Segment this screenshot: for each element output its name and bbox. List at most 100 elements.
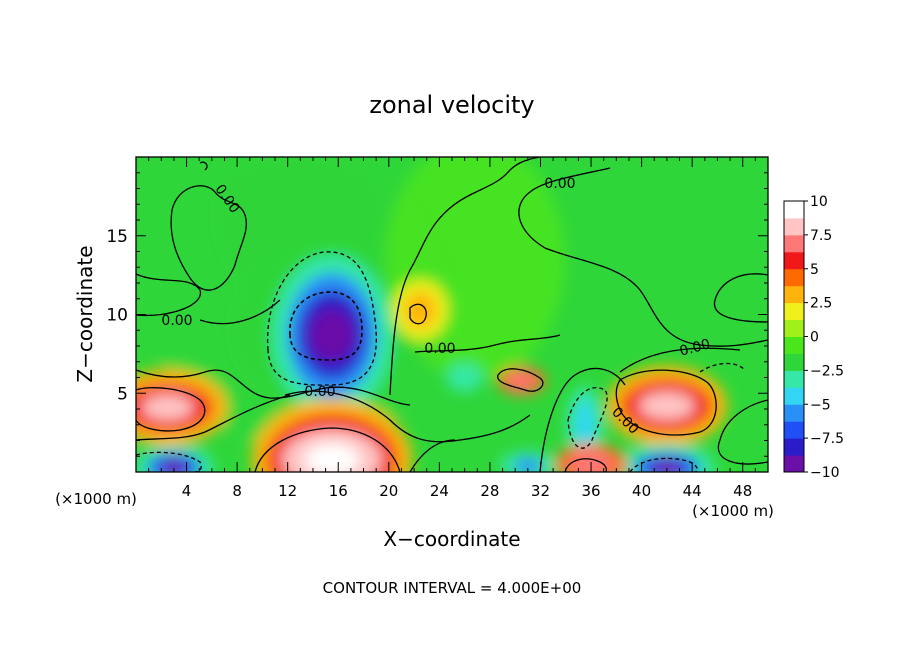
contour-dashed-line — [266, 251, 377, 386]
colorbar-labels: 10 7.5 5 2.5 0 −2.5 −5 −7.5 −10 — [804, 194, 844, 481]
contour-zero-line — [136, 394, 291, 441]
x-tick-label: 8 — [232, 482, 242, 500]
x-tick-label: 36 — [581, 482, 600, 500]
field-feature — [513, 457, 542, 472]
contour-labels: 0.000.000.000.000.000.000.00 — [161, 176, 712, 438]
colorbar-swatch — [784, 234, 804, 253]
colorbar-label: 0 — [810, 330, 819, 346]
colorbar-label: 5 — [810, 262, 819, 278]
field-feature — [161, 459, 186, 472]
contour-lines — [136, 157, 768, 472]
velocity-field — [136, 157, 727, 472]
colorbar-label: −10 — [810, 465, 840, 481]
contour-zero-line — [414, 334, 561, 353]
colorbar-label: 10 — [810, 194, 828, 210]
contour-label: 0.00 — [424, 341, 455, 357]
colorbar-swatch — [784, 438, 804, 456]
contour-zero-line — [564, 458, 608, 472]
contour-zero-line — [409, 439, 456, 472]
x-tick-labels: 4 8 12 16 20 24 28 32 36 40 44 48 — [182, 482, 752, 500]
contour-zero-line — [284, 390, 531, 443]
field-region — [385, 157, 565, 380]
contour-zero-line — [389, 157, 541, 396]
x-tick-label: 44 — [683, 482, 702, 500]
colorbar-label: 2.5 — [810, 296, 832, 312]
contour-dashed-line — [629, 457, 699, 472]
x-unit-note-right: (×1000 m) — [692, 502, 774, 520]
contour-zero-line — [199, 299, 281, 325]
field-feature — [574, 400, 595, 449]
colorbar-swatch — [784, 268, 804, 287]
contour-zero-line — [136, 273, 201, 317]
colorbar-swatch — [784, 201, 804, 219]
colorbar-label: −2.5 — [810, 363, 844, 379]
contour-zero-line — [619, 347, 741, 373]
colorbar-swatch — [784, 353, 804, 371]
contour-zero-line — [615, 369, 717, 436]
x-tick-label: 12 — [278, 482, 297, 500]
contour-zero-line — [170, 185, 247, 291]
x-tick-label: 24 — [430, 482, 449, 500]
contour-zero-line — [254, 427, 401, 472]
colorbar-label: −7.5 — [810, 431, 844, 447]
y-tick-labels: 5 10 15 — [106, 227, 128, 405]
y-tick-label: 10 — [106, 306, 128, 326]
colorbar-swatch — [784, 285, 804, 304]
chart-title: zonal velocity — [369, 91, 534, 119]
x-tick-label: 40 — [632, 482, 651, 500]
contour-interval-note: CONTOUR INTERVAL = 4.000E+00 — [323, 579, 582, 597]
field-feature — [638, 391, 695, 420]
colorbar-label: 7.5 — [810, 228, 832, 244]
contour-dashed-line — [136, 451, 202, 472]
x-tick-label: 32 — [531, 482, 550, 500]
colorbar: 10 7.5 5 2.5 0 −2.5 −5 −7.5 −10 — [783, 194, 844, 481]
colorbar-swatches — [784, 201, 804, 473]
field-feature — [650, 459, 683, 472]
y-tick-label: 15 — [106, 227, 128, 247]
field-feature — [303, 443, 360, 472]
field-feature — [404, 291, 437, 328]
x-tick-label: 48 — [733, 482, 752, 500]
contour-zero-line — [717, 399, 768, 465]
x-tick-label: 4 — [182, 482, 192, 500]
y-tick-label: 5 — [117, 384, 128, 404]
contour-zero-line — [199, 161, 208, 171]
contour-label: 0.00 — [678, 336, 712, 360]
contour-zero-line — [497, 368, 544, 392]
field-feature — [454, 369, 475, 386]
field-feature — [141, 394, 194, 421]
colorbar-label: −5 — [810, 397, 831, 413]
plot-area: 0.000.000.000.000.000.000.00 4 8 12 16 20 24 2… — [106, 156, 769, 500]
y-axis-label: Z−coordinate — [73, 245, 97, 382]
colorbar-swatch — [784, 421, 804, 439]
contour-zero-line — [409, 303, 427, 325]
x-tick-label: 28 — [480, 482, 499, 500]
contour-zero-line — [136, 387, 206, 432]
x-tick-label: 16 — [329, 482, 348, 500]
field-feature — [309, 308, 354, 361]
contour-dashed-line — [567, 387, 608, 449]
colorbar-swatch — [784, 455, 804, 473]
contour-label: 0.00 — [161, 313, 192, 329]
colorbar-swatch — [784, 387, 804, 405]
contour-dashed-line — [289, 291, 363, 361]
colorbar-swatch — [784, 336, 804, 354]
contour-dashed-line — [699, 362, 746, 373]
colorbar-swatch — [784, 251, 804, 270]
axis-ticks — [136, 157, 768, 472]
colorbar-swatch — [784, 404, 804, 422]
contour-zero-line — [518, 167, 768, 347]
contour-zero-line — [539, 367, 626, 472]
colorbar-swatch — [784, 217, 804, 236]
x-tick-label: 20 — [379, 482, 398, 500]
colorbar-swatch — [784, 302, 804, 321]
contour-zero-line — [713, 273, 768, 323]
colorbar-swatch — [784, 370, 804, 388]
x-unit-note-left: (×1000 m) — [55, 490, 137, 508]
colorbar-swatch — [784, 319, 804, 337]
contour-zero-line — [136, 369, 411, 406]
x-axis-label: X−coordinate — [383, 527, 520, 551]
field-feature — [507, 372, 536, 389]
contour-label: 0.00 — [544, 176, 575, 192]
